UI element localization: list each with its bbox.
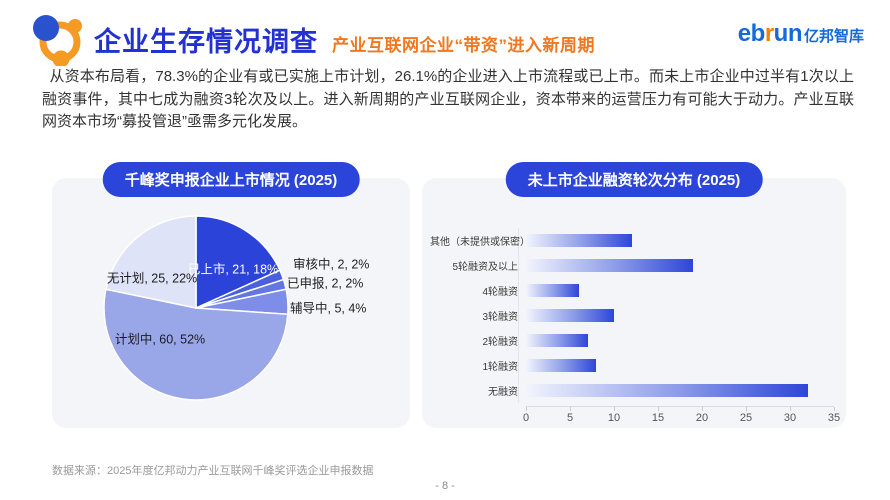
axis-tick-label: 0 xyxy=(522,412,530,424)
bar-其他（未提供或保密） xyxy=(526,234,632,247)
pie-label-已申报: 已申报, 2, 2% xyxy=(287,276,364,291)
bar-track xyxy=(526,259,834,272)
page-subtitle: 产业互联网企业“带资”进入新周期 xyxy=(332,35,595,55)
page-number: - 8 - xyxy=(435,480,455,492)
bar-track xyxy=(526,284,834,297)
pie-label-计划中: 计划中, 60, 52% xyxy=(114,332,206,347)
bar-无融资 xyxy=(526,384,808,397)
data-source-note: 数据来源：2025年度亿邦动力产业互联网千峰奖评选企业申报数据 xyxy=(52,465,374,477)
bar-zero-axis xyxy=(518,228,519,403)
pie-chart-title: 千峰奖申报企业上市情况 (2025) xyxy=(102,162,360,197)
pie-label-已上市: 已上市, 21, 18% xyxy=(187,262,279,277)
bar-track xyxy=(526,384,834,397)
page-title: 企业生存情况调查 xyxy=(94,26,318,57)
bar-chart-title: 未上市企业融资轮次分布 (2025) xyxy=(505,162,763,197)
axis-tick-mark xyxy=(614,407,615,411)
pie-label-辅导中: 辅导中, 5, 4% xyxy=(290,301,367,316)
bar-row: 2轮融资 xyxy=(430,328,834,353)
pie-chart-card: 千峰奖申报企业上市情况 (2025) 已上市, 21, 18% 审核中, 2, 2… xyxy=(52,162,410,428)
bar-4轮融资 xyxy=(526,284,579,297)
bar-category-label: 5轮融资及以上 xyxy=(452,262,518,273)
bar-track xyxy=(526,234,834,247)
axis-tick-label: 30 xyxy=(783,412,797,424)
axis-tick-label: 20 xyxy=(695,412,709,424)
bar-category-label: 3轮融资 xyxy=(482,312,518,323)
bar-2轮融资 xyxy=(526,334,588,347)
axis-tick-label: 35 xyxy=(827,412,841,424)
bar-chart-card: 未上市企业融资轮次分布 (2025) 其他（未提供或保密） 5轮融资及以上 4轮融资… xyxy=(422,162,846,430)
axis-tick-label: 15 xyxy=(651,412,665,424)
axis-tick-label: 25 xyxy=(739,412,753,424)
axis-tick-mark xyxy=(570,407,571,411)
pie-label-无计划: 无计划, 25, 22% xyxy=(106,271,198,286)
header: 企业生存情况调查 产业互联网企业“带资”进入新周期 xyxy=(30,12,595,66)
ebrun-logo-cn: 亿邦智库 xyxy=(803,28,864,45)
bar-category-label: 4轮融资 xyxy=(482,287,518,298)
pie-svg xyxy=(103,215,289,401)
pie-label-审核中: 审核中, 2, 2% xyxy=(293,257,370,272)
bar-row: 无融资 xyxy=(430,378,834,403)
bar-rows: 其他（未提供或保密） 5轮融资及以上 4轮融资 3轮融资 2轮融资 1轮融资无融资 xyxy=(430,228,834,403)
pie-slice-已上市 xyxy=(195,215,281,310)
ebrun-logo: eb r un 亿邦智库 xyxy=(738,20,864,48)
axis-tick-mark xyxy=(658,407,659,411)
bar-row: 其他（未提供或保密） xyxy=(430,228,834,253)
bar-track xyxy=(526,309,834,322)
axis-tick-mark xyxy=(790,407,791,411)
bar-row: 4轮融资 xyxy=(430,278,834,303)
bar-category-label: 1轮融资 xyxy=(482,362,518,373)
axis-tick-label: 10 xyxy=(607,412,621,424)
axis-tick-label: 5 xyxy=(566,412,574,424)
pie-slice-计划中 xyxy=(103,288,289,401)
bar-row: 3轮融资 xyxy=(430,303,834,328)
ebrun-logo-eb: eb xyxy=(737,20,766,47)
axis-tick-mark xyxy=(746,407,747,411)
axis-tick-mark xyxy=(702,407,703,411)
bar-x-axis: 0 5 10 15 20 25 30 35 xyxy=(522,406,840,430)
axis-tick-mark xyxy=(526,407,527,411)
pie-slice-无计划 xyxy=(105,215,197,309)
bar-chart: 其他（未提供或保密） 5轮融资及以上 4轮融资 3轮融资 2轮融资 1轮融资无融资 0 5 1… xyxy=(430,228,840,430)
bar-category-label: 其他（未提供或保密） xyxy=(430,237,530,248)
bar-row: 5轮融资及以上 xyxy=(430,253,834,278)
bar-category-label: 2轮融资 xyxy=(482,337,518,348)
bar-track xyxy=(526,334,834,347)
ebrun-logo-r: r xyxy=(764,20,774,47)
report-logo-icon xyxy=(33,15,82,66)
bar-row: 1轮融资 xyxy=(430,353,834,378)
pie-chart: 已上市, 21, 18% 审核中, 2, 2% 已申报, 2, 2% 辅导中, 5, … xyxy=(52,178,410,428)
bar-1轮融资 xyxy=(526,359,597,372)
axis-tick-mark xyxy=(834,407,835,411)
bar-category-label: 无融资 xyxy=(488,387,518,398)
bar-track xyxy=(526,359,834,372)
bar-5轮融资及以上 xyxy=(526,259,694,272)
ebrun-logo-un: un xyxy=(773,20,803,47)
bar-3轮融资 xyxy=(526,309,614,322)
intro-paragraph: 从资本布局看，78.3%的企业有或已实施上市计划，26.1%的企业进入上市流程或… xyxy=(42,68,854,130)
